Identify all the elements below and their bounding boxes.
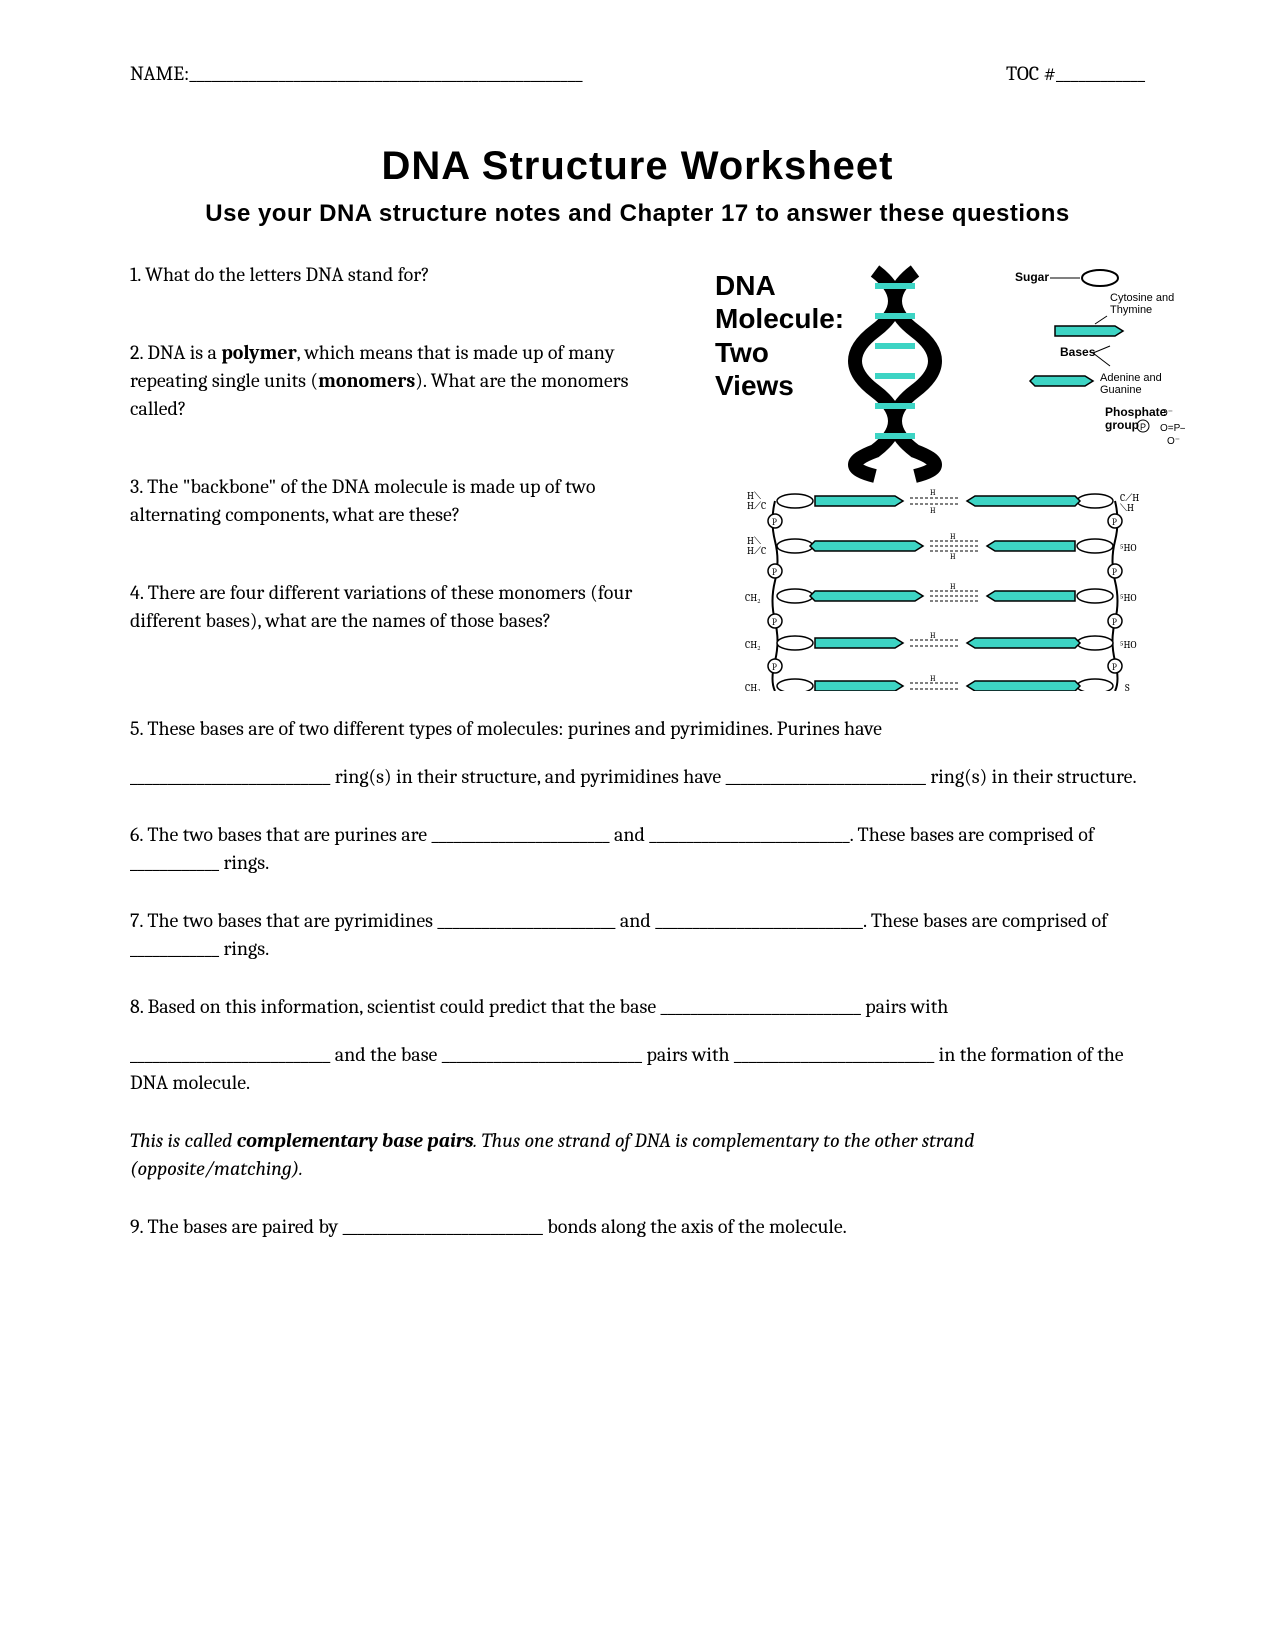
svg-text:O=P—O⁻: O=P—O⁻ <box>1160 423 1185 434</box>
question-4: 4. There are four different variations o… <box>130 579 668 635</box>
toc-label: TOC # <box>1006 62 1056 85</box>
svg-text:P: P <box>1112 568 1117 578</box>
q2-part-a: 2. DNA is a <box>130 341 221 364</box>
svg-text:O⁻: O⁻ <box>1160 408 1173 419</box>
svg-text:S: S <box>1125 682 1130 691</box>
svg-text:P: P <box>1112 518 1117 528</box>
q2-polymer: polymer <box>221 341 296 364</box>
svg-text:H: H <box>950 552 956 561</box>
svg-text:H⟋C: H⟋C <box>747 500 766 512</box>
svg-text:P: P <box>1140 422 1146 432</box>
toc-blank: ____________ <box>1056 62 1145 85</box>
note-b: complementary base pairs <box>237 1129 474 1152</box>
svg-text:Adenine and: Adenine and <box>1100 372 1162 384</box>
question-6: 6. The two bases that are purines are __… <box>130 821 1145 877</box>
svg-text:P: P <box>1112 663 1117 673</box>
svg-text:CH₂: CH₂ <box>745 639 761 651</box>
toc-field: TOC #____________ <box>1006 60 1145 88</box>
content-wrap: Sugar Cytosine and Thymine Bases Adenine… <box>130 261 1145 1241</box>
svg-text:group: group <box>1105 418 1139 432</box>
svg-text:Guanine: Guanine <box>1100 384 1142 396</box>
svg-text:O⁻: O⁻ <box>1167 436 1180 447</box>
svg-text:⁵HO: ⁵HO <box>1120 592 1136 604</box>
header-row: NAME:___________________________________… <box>130 60 1145 88</box>
dna-diagram: Sugar Cytosine and Thymine Bases Adenine… <box>715 261 1185 699</box>
questions-bottom: 5. These bases are of two different type… <box>130 715 1145 1241</box>
svg-text:CH₂: CH₂ <box>745 682 761 691</box>
svg-text:P: P <box>772 568 777 578</box>
diagram-title: DNA Molecule: Two Views <box>715 269 855 403</box>
question-5a: 5. These bases are of two different type… <box>130 715 1145 743</box>
svg-text:⟍H: ⟍H <box>1120 502 1134 514</box>
page-title: DNA Structure Worksheet <box>130 138 1145 194</box>
svg-text:P: P <box>772 663 777 673</box>
svg-text:P: P <box>772 618 777 628</box>
svg-text:H: H <box>930 674 936 683</box>
svg-text:H: H <box>930 506 936 515</box>
name-blank: ________________________________________… <box>189 62 582 85</box>
svg-text:H: H <box>930 488 936 497</box>
svg-text:Bases: Bases <box>1060 345 1096 359</box>
svg-text:P: P <box>772 518 777 528</box>
question-3: 3. The "backbone" of the DNA molecule is… <box>130 473 668 529</box>
svg-text:Thymine: Thymine <box>1110 304 1152 316</box>
question-2: 2. DNA is a polymer, which means that is… <box>130 339 668 423</box>
svg-text:⁵HO: ⁵HO <box>1120 542 1136 554</box>
q2-monomers: monomers <box>318 369 415 392</box>
question-8a: 8. Based on this information, scientist … <box>130 993 1145 1021</box>
question-1: 1. What do the letters DNA stand for? <box>130 261 668 289</box>
question-5b: ___________________________ ring(s) in t… <box>130 763 1145 791</box>
svg-text:Phosphate: Phosphate <box>1105 405 1167 419</box>
svg-text:H: H <box>950 532 956 541</box>
svg-text:CH₂: CH₂ <box>745 592 761 604</box>
question-8b: ___________________________ and the base… <box>130 1041 1145 1097</box>
svg-text:P: P <box>1112 618 1117 628</box>
name-field: NAME:___________________________________… <box>130 60 583 88</box>
svg-text:⁵HO: ⁵HO <box>1120 639 1136 651</box>
svg-text:H: H <box>950 582 956 591</box>
name-label: NAME: <box>130 62 189 85</box>
svg-text:Cytosine and: Cytosine and <box>1110 292 1174 304</box>
question-7: 7. The two bases that are pyrimidines __… <box>130 907 1145 963</box>
svg-text:H: H <box>930 631 936 640</box>
complementary-note: This is called complementary base pairs.… <box>130 1127 1145 1183</box>
page-subtitle: Use your DNA structure notes and Chapter… <box>130 197 1145 231</box>
note-a: This is called <box>130 1129 237 1152</box>
svg-text:Sugar: Sugar <box>1015 270 1049 284</box>
question-9: 9. The bases are paired by _____________… <box>130 1213 1145 1241</box>
svg-text:H⟋C: H⟋C <box>747 545 766 557</box>
